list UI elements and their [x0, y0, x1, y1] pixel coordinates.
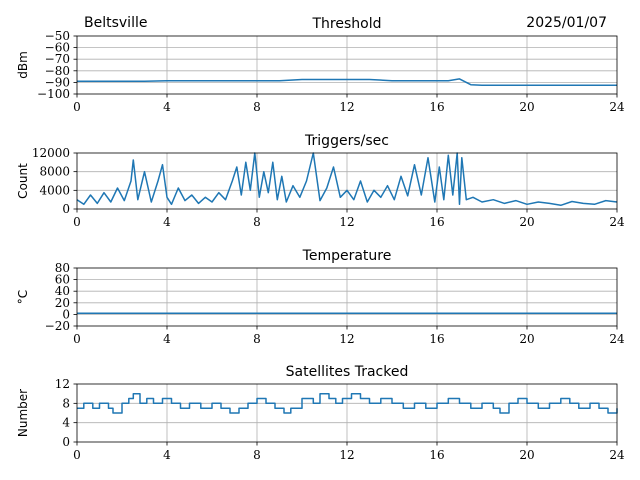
triggers-xtick-label: 4	[163, 215, 171, 229]
threshold-xtick-label: 4	[163, 100, 171, 114]
temperature-xtick-label: 16	[429, 332, 444, 346]
temperature-ytick-label: 60	[55, 273, 70, 287]
temperature-xtick-label: 24	[609, 332, 625, 346]
temperature-ytick-label: 40	[55, 284, 70, 298]
satellites-xtick-label: 20	[519, 448, 534, 462]
threshold-xtick-label: 8	[253, 100, 261, 114]
satellites-xtick-label: 16	[429, 448, 444, 462]
triggers-xtick-label: 12	[339, 215, 354, 229]
temperature-ytick-label: 0	[62, 307, 70, 321]
threshold-ytick-label: −80	[45, 64, 70, 78]
panel-threshold: Threshold dBm 0 4 8 12 16 20 24 −100−90−80−70−60−…	[16, 16, 625, 114]
satellites-xtick-label: 4	[163, 448, 171, 462]
satellites-xtick-label: 8	[253, 448, 261, 462]
temperature-xtick-label: 12	[339, 332, 354, 346]
temperature-ylabel: °C	[16, 290, 30, 304]
temperature-ytick-label: 80	[55, 261, 70, 275]
temperature-ytick-label: −20	[45, 319, 70, 333]
satellites-title: Satellites Tracked	[286, 364, 409, 380]
temperature-title: Temperature	[302, 248, 392, 264]
threshold-ylabel: dBm	[16, 51, 30, 79]
threshold-title: Threshold	[312, 16, 382, 32]
threshold-xtick-label: 24	[609, 100, 625, 114]
threshold-xtick-label: 20	[519, 100, 534, 114]
triggers-ytick-label: 4000	[39, 183, 70, 197]
triggers-xtick-label: 16	[429, 215, 444, 229]
satellites-ytick-label: 12	[55, 377, 70, 391]
panel-triggers: Triggers/sec Count 0 4 8 12 16 20 24 0 4000 8000 120…	[16, 133, 625, 229]
triggers-ylabel: Count	[16, 163, 30, 199]
threshold-ytick-label: −60	[45, 41, 70, 55]
triggers-xtick-label: 24	[609, 215, 625, 229]
satellites-series-line	[77, 392, 618, 414]
triggers-xtick-label: 20	[519, 215, 534, 229]
location-label: Beltsville	[84, 15, 147, 31]
threshold-ytick-label: −70	[45, 52, 70, 66]
triggers-ytick-label: 12000	[32, 146, 70, 160]
triggers-xtick-label: 0	[73, 215, 81, 229]
threshold-ytick-label: −100	[37, 87, 70, 101]
triggers-ytick-label: 8000	[39, 165, 70, 179]
threshold-ytick-label: −90	[45, 75, 70, 89]
triggers-xtick-label: 8	[253, 215, 261, 229]
temperature-xtick-label: 8	[253, 332, 261, 346]
satellites-ytick-label: 0	[62, 435, 70, 449]
threshold-xtick-label: 12	[339, 100, 354, 114]
triggers-ytick-label: 0	[62, 202, 70, 216]
temperature-xtick-label: 0	[73, 332, 81, 346]
panel-satellites: Satellites Tracked Number 0 4 8 12 16 20 24 0 4 8 12	[16, 364, 625, 462]
satellites-xtick-label: 0	[73, 448, 81, 462]
satellites-xtick-label: 12	[339, 448, 354, 462]
temperature-xtick-label: 4	[163, 332, 171, 346]
date-label: 2025/01/07	[526, 15, 607, 31]
triggers-series-line	[76, 152, 618, 207]
satellites-ytick-label: 4	[62, 416, 70, 430]
temperature-xtick-label: 20	[519, 332, 534, 346]
satellites-ytick-label: 8	[62, 396, 70, 410]
satellites-ylabel: Number	[16, 389, 30, 437]
threshold-ytick-label: −50	[45, 29, 70, 43]
threshold-xtick-label: 16	[429, 100, 444, 114]
triggers-title: Triggers/sec	[304, 133, 389, 149]
temperature-ytick-label: 20	[55, 296, 70, 310]
threshold-series-line	[77, 78, 617, 87]
threshold-xtick-label: 0	[73, 100, 81, 114]
satellites-xtick-label: 24	[609, 448, 625, 462]
